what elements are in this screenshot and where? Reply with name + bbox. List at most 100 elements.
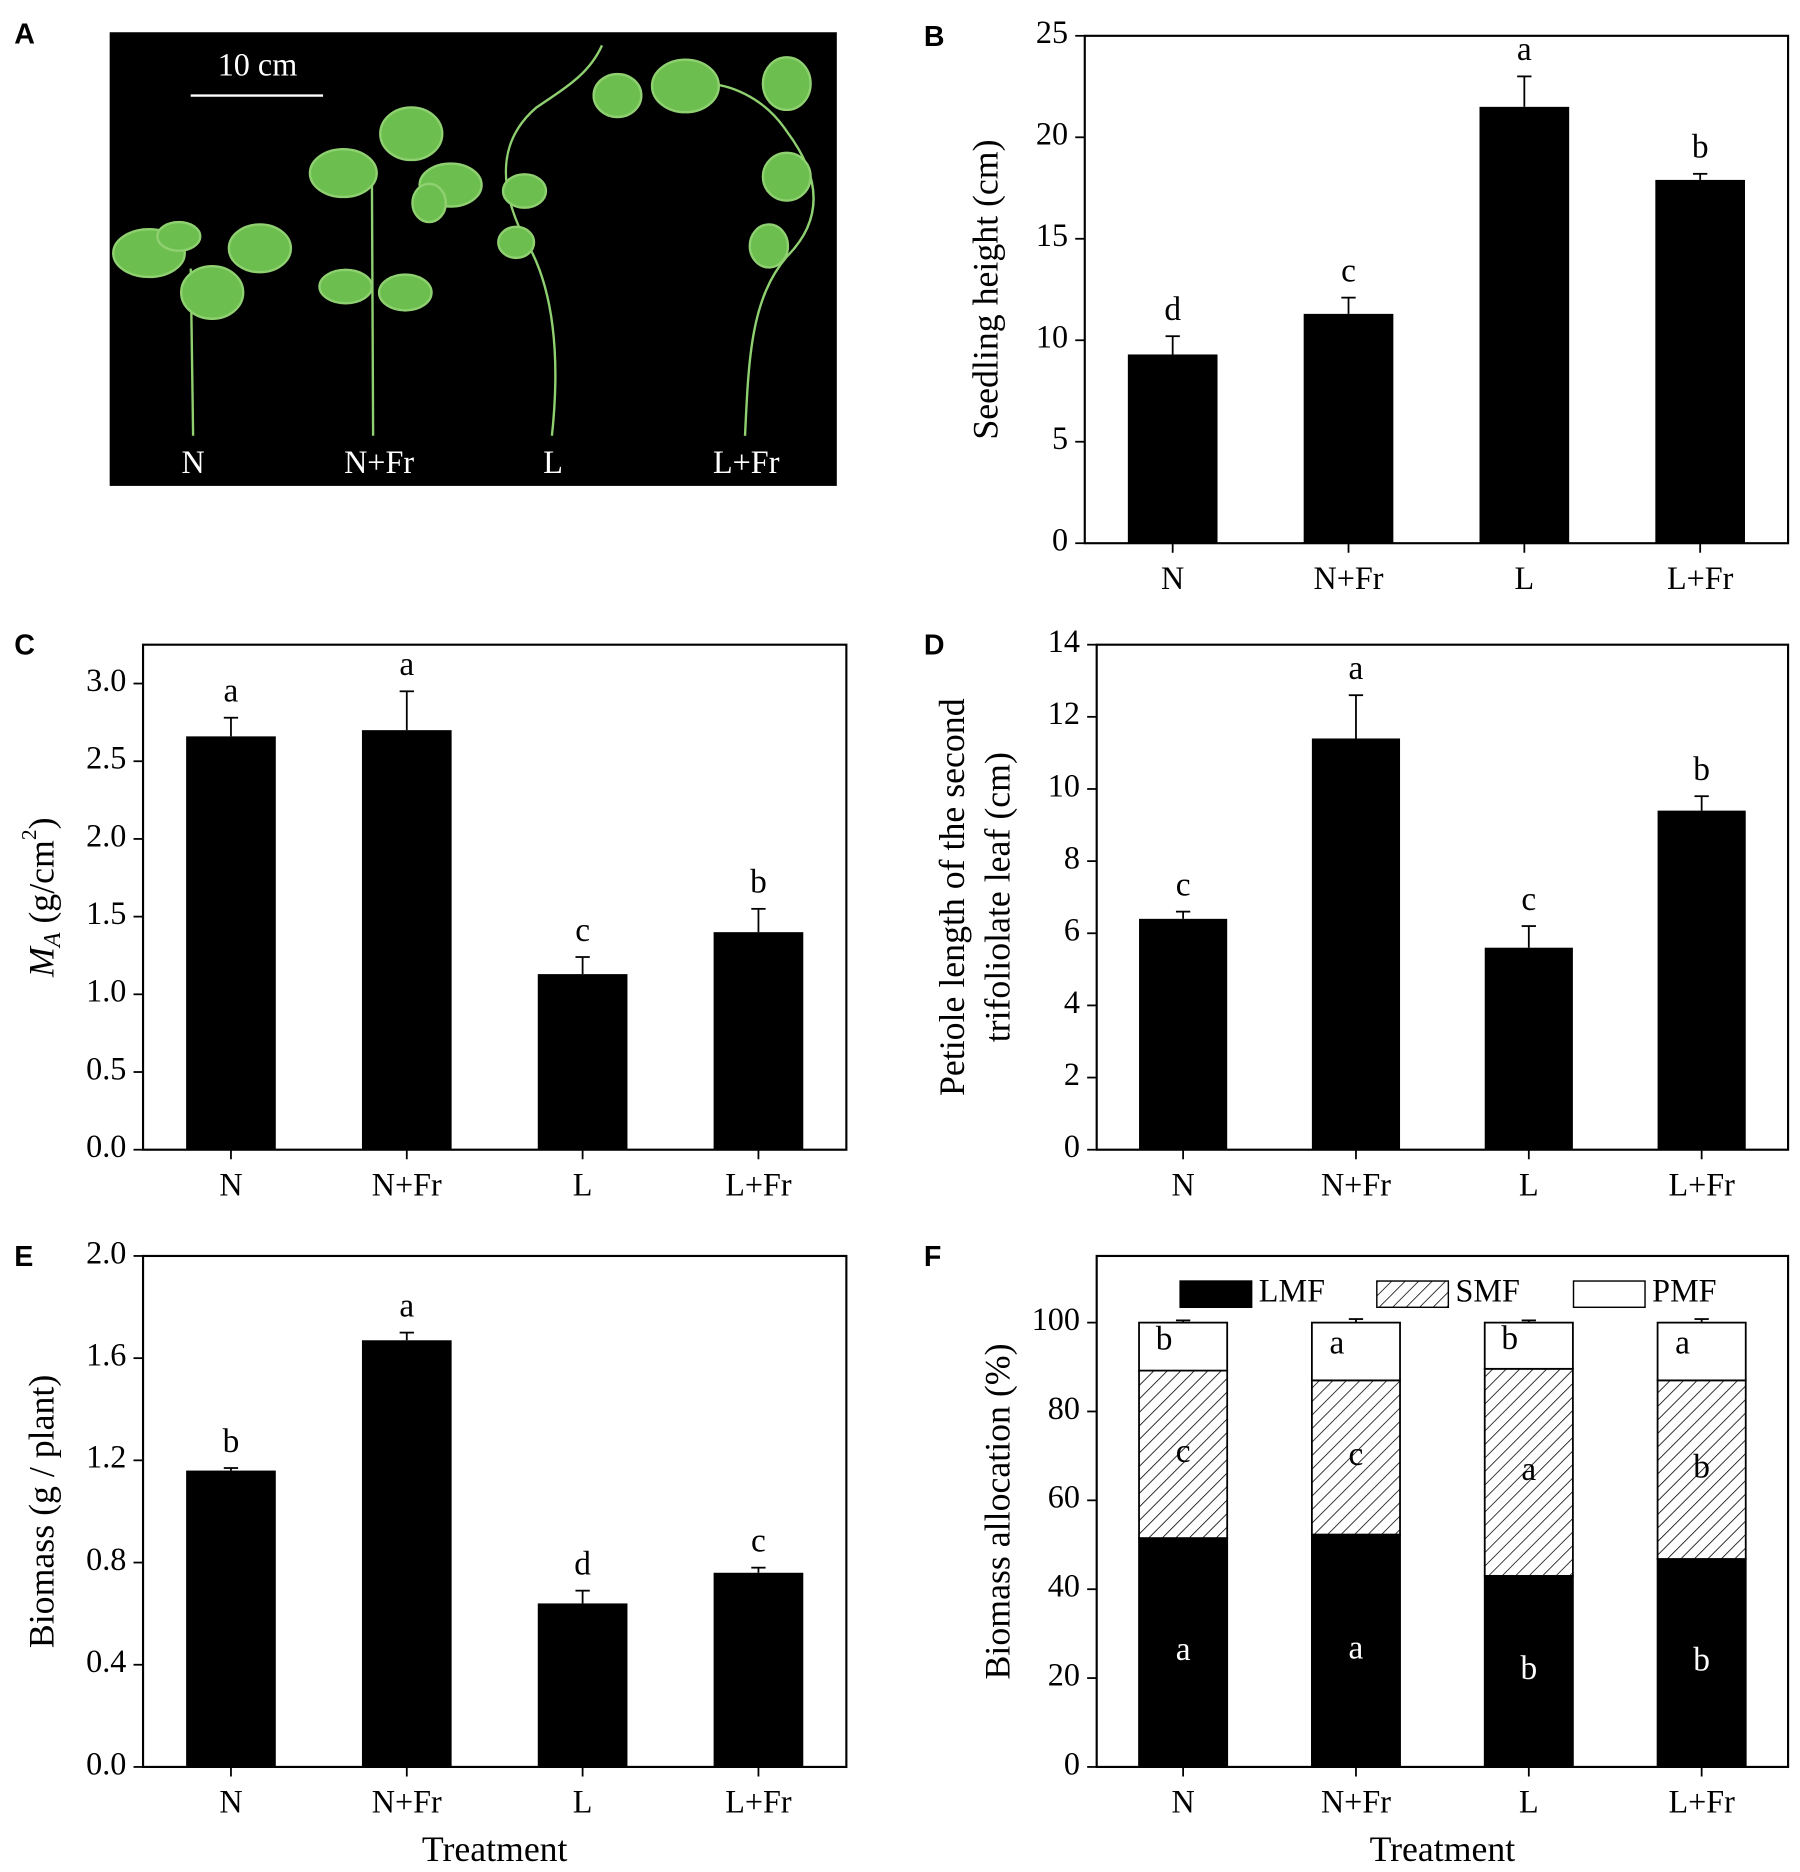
axes-frame — [141, 643, 848, 1151]
y-tick-label: 20 — [1048, 1656, 1080, 1692]
significance-label: b — [1692, 129, 1709, 166]
panel-letter: F — [924, 1241, 941, 1273]
x-tick-label: L+Fr — [1667, 560, 1734, 596]
significance-label: c — [751, 1522, 766, 1559]
x-tick-label: L — [1515, 560, 1535, 596]
y-tick-label: 40 — [1048, 1568, 1080, 1604]
x-tick-label: L — [573, 1784, 593, 1820]
significance-label: a — [224, 673, 239, 710]
axes-frame — [1095, 643, 1790, 1151]
panel-letter: A — [14, 18, 35, 50]
legend-swatch — [1376, 1280, 1450, 1309]
bar — [537, 1603, 628, 1767]
x-tick-label: L — [1519, 1784, 1539, 1820]
significance-label: b — [223, 1423, 240, 1460]
y-tick-label: 60 — [1048, 1479, 1080, 1515]
y-tick-label: 0.8 — [86, 1541, 126, 1577]
y-tick-label: 14 — [1048, 623, 1080, 659]
y-tick-label: 0.5 — [86, 1050, 126, 1086]
significance-label: c — [1521, 881, 1536, 918]
bar-segment — [1656, 1321, 1747, 1382]
x-tick-label: N — [219, 1166, 242, 1202]
bar — [713, 932, 804, 1150]
panel-letter: E — [14, 1241, 33, 1273]
significance-label: a — [1329, 1324, 1344, 1361]
label-sub: A — [40, 932, 66, 949]
axes-frame — [141, 1254, 848, 1769]
bar-segment — [1138, 1321, 1229, 1372]
x-axis-label: Treatment — [422, 1829, 568, 1869]
significance-label: c — [1176, 866, 1191, 903]
significance-label: a — [1176, 1631, 1191, 1668]
bar-segment — [1656, 1379, 1747, 1560]
y-axis-label: Petiole length of the second — [932, 698, 972, 1096]
significance-label: b — [1520, 1650, 1537, 1687]
significance-label: b — [750, 864, 767, 901]
bar — [1127, 354, 1218, 544]
scale-label: 10 cm — [218, 46, 298, 82]
significance-label: c — [575, 912, 590, 949]
label-part: M — [22, 945, 62, 978]
y-tick-label: 20 — [1036, 116, 1068, 152]
bar — [361, 1340, 452, 1767]
y-axis-label: Biomass (g / plant) — [22, 1375, 62, 1648]
y-tick-label: 2.0 — [86, 817, 126, 853]
y-tick-label: 2.5 — [86, 740, 126, 776]
significance-label: b — [1693, 1642, 1710, 1679]
y-tick-label: 5 — [1052, 420, 1068, 456]
y-tick-label: 0 — [1052, 522, 1068, 558]
significance-label: b — [1156, 1320, 1173, 1357]
legend-label: PMF — [1652, 1273, 1716, 1309]
label-part: (g/cm — [22, 840, 62, 933]
significance-label: a — [1675, 1324, 1690, 1361]
y-axis-label: Biomass allocation (%) — [978, 1343, 1018, 1679]
x-tick-label: N — [1161, 560, 1184, 596]
bar-segment — [1138, 1537, 1229, 1768]
bar — [1479, 106, 1570, 544]
bar — [1311, 738, 1401, 1150]
y-tick-label: 0 — [1064, 1128, 1080, 1164]
significance-label: a — [399, 646, 414, 683]
y-tick-label: 4 — [1064, 984, 1080, 1020]
y-tick-label: 1.2 — [86, 1439, 126, 1475]
significance-label: b — [1693, 1448, 1710, 1485]
y-tick-label: 0.0 — [86, 1128, 126, 1164]
bar — [537, 974, 628, 1150]
x-tick-label: N+Fr — [372, 1166, 442, 1202]
x-tick-label: N+Fr — [1314, 560, 1384, 596]
x-tick-label: L — [573, 1166, 593, 1202]
panel-letter: B — [924, 21, 945, 53]
x-tick-label: L+Fr — [1668, 1166, 1735, 1202]
photo — [109, 32, 837, 486]
bar — [713, 1572, 804, 1767]
y-tick-label: 1.6 — [86, 1337, 126, 1373]
y-tick-label: 6 — [1064, 912, 1080, 948]
y-tick-label: 100 — [1032, 1301, 1080, 1337]
x-tick-label: N+Fr — [372, 1784, 442, 1820]
y-tick-label: 3.0 — [86, 662, 126, 698]
x-tick-label: L+Fr — [725, 1166, 792, 1202]
legend-swatch — [1572, 1280, 1646, 1309]
bar — [1139, 918, 1228, 1150]
bar — [361, 730, 452, 1150]
bar — [1657, 810, 1746, 1150]
legend-label: SMF — [1455, 1273, 1519, 1309]
bar — [1303, 313, 1394, 544]
y-tick-label: 1.5 — [86, 895, 126, 931]
legend-label: LMF — [1259, 1273, 1325, 1309]
y-tick-label: 0.0 — [86, 1745, 126, 1781]
y-tick-label: 2 — [1064, 1056, 1080, 1092]
x-tick-label: N+Fr — [1321, 1166, 1391, 1202]
label-part: ) — [22, 817, 62, 829]
x-tick-label: L+Fr — [725, 1784, 792, 1820]
legend-swatch — [1179, 1280, 1253, 1309]
x-tick-label: L — [1519, 1166, 1539, 1202]
y-axis-label: MA (g/cm2) — [17, 817, 66, 978]
y-tick-label: 25 — [1036, 14, 1068, 50]
y-axis-label: trifoliolate leaf (cm) — [978, 752, 1018, 1042]
bar — [186, 736, 276, 1150]
x-tick-label: L+Fr — [1668, 1784, 1735, 1820]
bar — [1655, 179, 1746, 544]
